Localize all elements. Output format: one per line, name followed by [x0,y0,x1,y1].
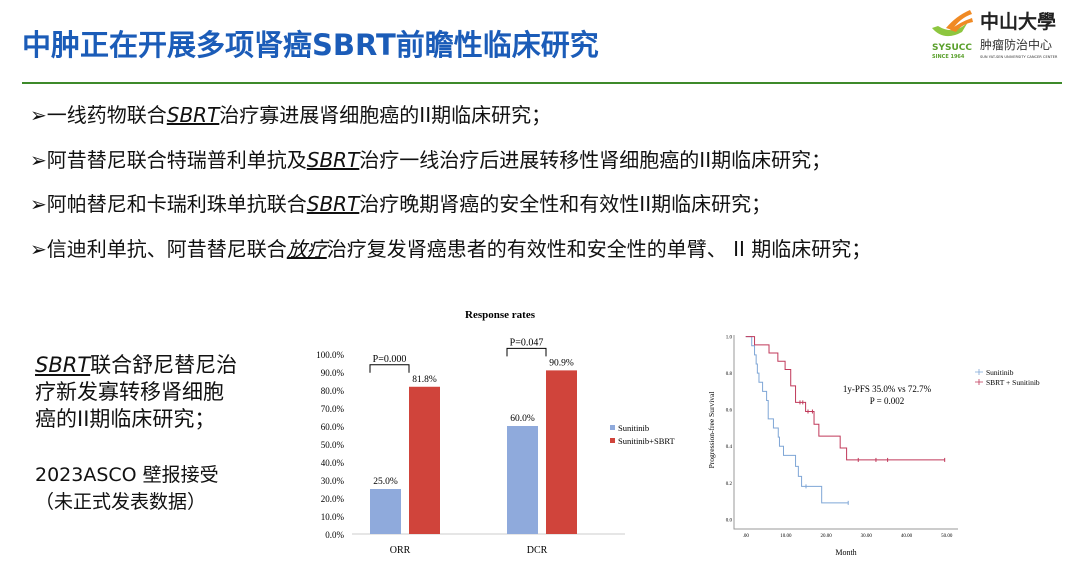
y-tick-label: 20.0% [321,494,345,504]
bullet-4: ➢信迪利单抗、阿昔替尼联合放疗治疗复发肾癌患者的有效性和安全性的单臂、 II 期… [30,237,872,261]
bullet-2: ➢阿昔替尼联合特瑞普利单抗及SBRT治疗一线治疗后进展转移性肾细胞癌的II期临床… [30,148,832,172]
sysucc-logo: SYSUCC SINCE 1964 中山大學 肿瘤防治中心 SUN YAT-SE… [932,10,1058,60]
p-value-label: P=0.000 [373,354,407,365]
x-tick-label: 40.00 [901,534,913,539]
y-tick-label: 0.4 [726,445,733,450]
pfs-km-chart: 0.0 0.2 0.4 0.6 0.8 1.0 .00 10.00 20.00 30.00 40.0… [707,335,1040,557]
legend-label: Sunitinib+SBRT [618,436,676,446]
p-value-label: P = 0.002 [870,396,905,406]
x-axis-label: Month [835,548,856,557]
km-curve-sbrt-sunitinib [745,336,945,461]
y-tick-label: 1.0 [726,336,733,341]
legend-marker [975,369,983,375]
bar-sunitinib-sbrt [546,370,577,534]
svg-text:SYSUCC: SYSUCC [932,43,972,53]
y-tick-label: 80.0% [321,386,345,396]
y-tick-label: 60.0% [321,422,345,432]
y-tick-label: 100.0% [316,350,344,360]
legend-label: Sunitinib [986,368,1014,377]
data-label: 60.0% [510,414,535,424]
x-tick-label: 10.00 [780,534,792,539]
data-label: 81.8% [412,375,437,385]
y-tick-label: 30.0% [321,476,345,486]
bar-sunitinib-sbrt [409,386,440,534]
legend-label: Sunitinib [618,423,649,433]
bullet-1: ➢一线药物联合SBRT治疗寡进展肾细胞癌的II期临床研究； [30,103,552,127]
legend-label: SBRT + Sunitinib [986,378,1040,387]
asco-note: 2023ASCO 壁报接受 （未正式发表数据） [35,464,219,513]
y-tick-label: 0.6 [726,409,733,414]
chart-title: Response rates [465,309,536,321]
x-tick-label: 20.00 [820,534,832,539]
pfs-annotation: 1y-PFS 35.0% vs 72.7% [843,384,932,394]
legend-swatch [610,438,615,443]
page-title: 中肿正在开展多项肾癌SBRT前瞻性临床研究 [22,28,599,62]
y-tick-label: 0.0% [325,530,344,540]
x-tick-label: 50.00 [941,534,953,539]
bar-sunitinib [507,426,538,534]
y-axis-label: Progression-free Survival [707,392,716,469]
axes [733,335,958,530]
significance-bracket [369,364,410,373]
p-value-label: P=0.047 [510,337,544,348]
study-description: SBRT联合舒尼替尼治 疗新发寡转移肾细胞 癌的II期临床研究； [35,353,238,431]
y-tick-label: 50.0% [321,440,345,450]
y-tick-label: 0.0 [726,518,733,523]
x-tick-label: ORR [390,545,411,556]
svg-text:肿瘤防治中心: 肿瘤防治中心 [980,37,1052,52]
bar-sunitinib [370,489,401,534]
x-tick-label: 30.00 [861,534,873,539]
svg-text:SUN YAT-SEN UNIVERSITY CANCER: SUN YAT-SEN UNIVERSITY CANCER CENTER [980,55,1058,59]
significance-bracket [506,347,547,357]
data-label: 25.0% [373,477,398,487]
response-rates-chart: Response rates 0.0% 10.0% 20.0% 30.0% 40.0% 50… [316,309,676,556]
y-tick-label: 90.0% [321,368,345,378]
data-label: 90.9% [549,358,574,368]
y-tick-label: 0.8 [726,372,733,377]
title-divider [22,82,1062,84]
y-tick-label: 10.0% [321,512,345,522]
km-curve-sunitinib [745,336,849,504]
y-tick-label: 70.0% [321,404,345,414]
x-tick-label: .00 [743,534,750,539]
y-tick-label: 0.2 [726,482,733,487]
legend-swatch [610,425,615,430]
bullet-3: ➢阿帕替尼和卡瑞利珠单抗联合SBRT治疗晚期肾癌的安全性和有效性II期临床研究； [30,192,772,216]
y-tick-label: 40.0% [321,458,345,468]
x-tick-label: DCR [527,545,548,556]
svg-text:中山大學: 中山大學 [980,10,1056,33]
legend-marker [975,379,983,385]
svg-text:SINCE 1964: SINCE 1964 [932,54,965,60]
